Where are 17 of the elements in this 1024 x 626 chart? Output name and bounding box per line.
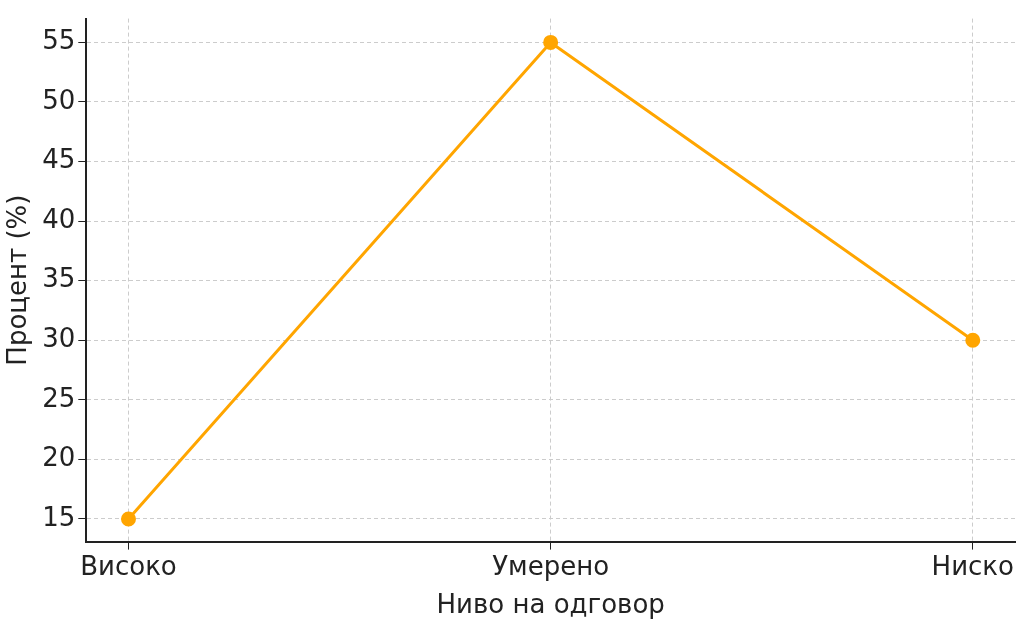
y-tick-label: 20 (42, 442, 76, 473)
y-tick-label: 25 (42, 382, 76, 413)
y-tick-label: 35 (42, 263, 76, 294)
y-tick-label: 55 (42, 25, 76, 56)
y-tick-label: 15 (42, 501, 76, 532)
y-tick-label: 45 (42, 144, 76, 175)
x-axis-title: Ниво на одговор (436, 589, 665, 620)
point (965, 332, 981, 348)
x-tick-label: Умерено (492, 550, 610, 581)
y-tick-label: 30 (42, 323, 76, 354)
y-tick-label: 50 (42, 84, 76, 115)
point (121, 511, 136, 527)
x-tick-label: Високо (80, 550, 177, 581)
point (543, 34, 559, 50)
y-axis-title: Процент (%) (2, 194, 33, 366)
x-tick-label: Ниско (931, 550, 1014, 581)
y-tick-label: 40 (42, 203, 76, 234)
